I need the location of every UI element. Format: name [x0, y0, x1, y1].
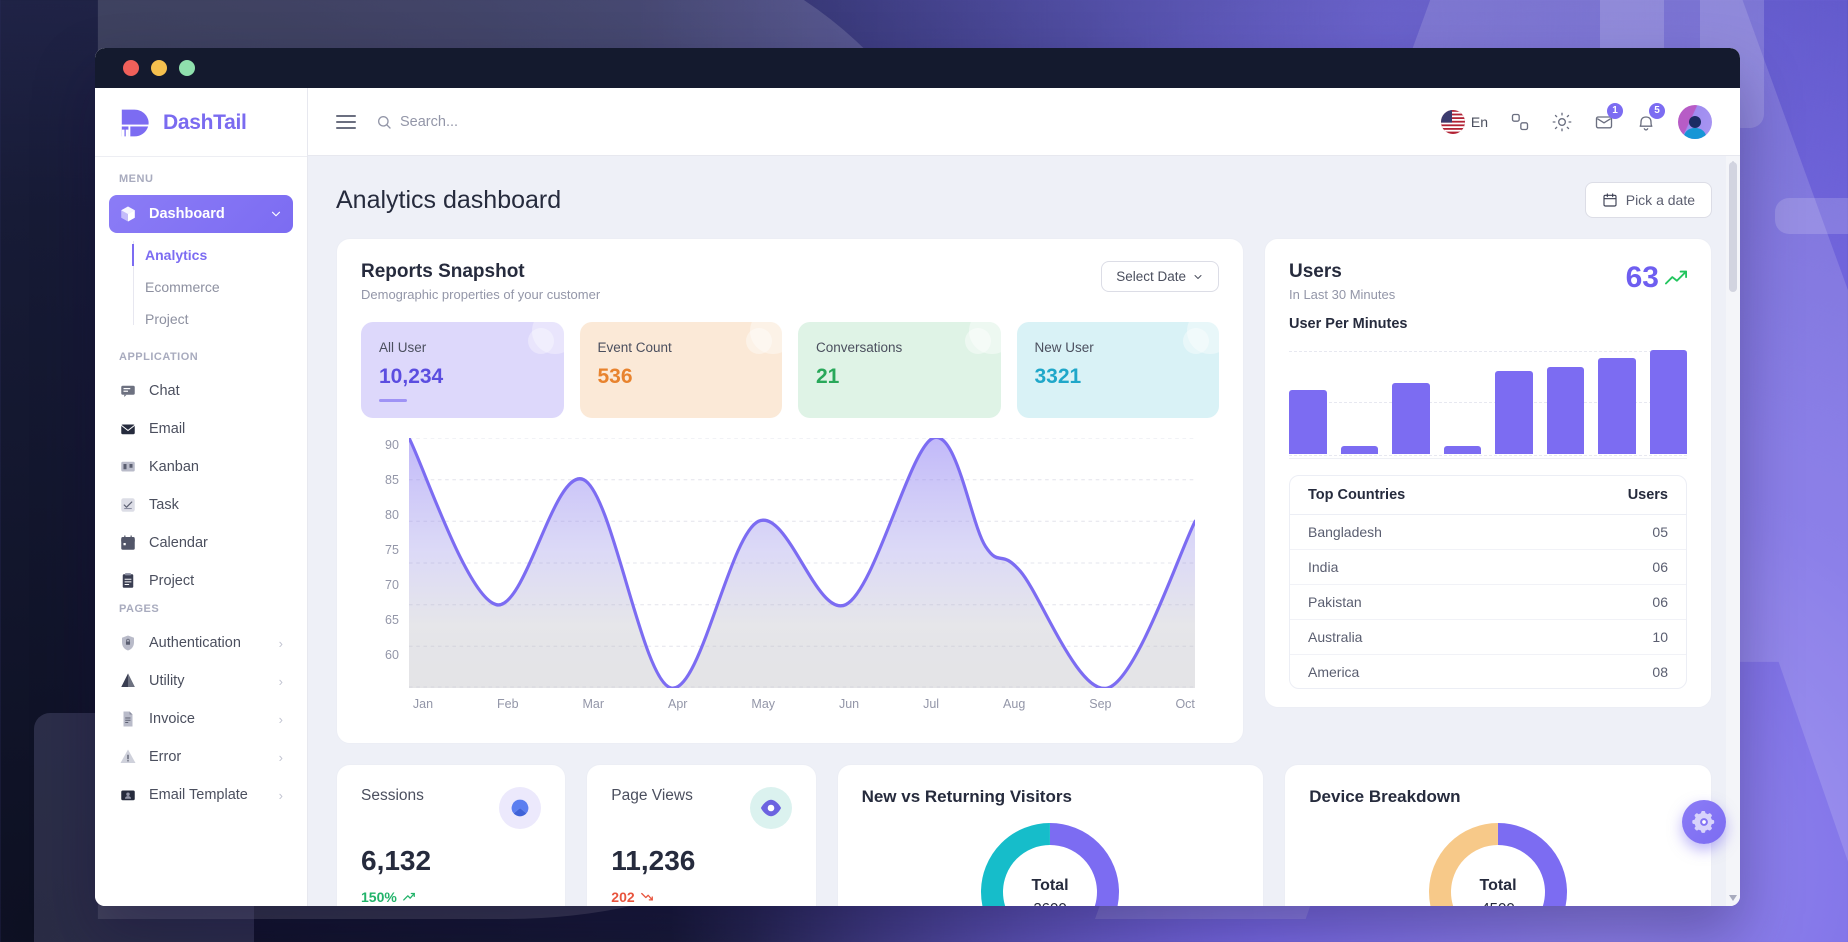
svg-text:Total: Total	[1032, 877, 1069, 894]
svg-text:2600: 2600	[1034, 900, 1067, 906]
svg-text:4500: 4500	[1481, 900, 1514, 906]
svg-text:Total: Total	[1480, 877, 1517, 894]
